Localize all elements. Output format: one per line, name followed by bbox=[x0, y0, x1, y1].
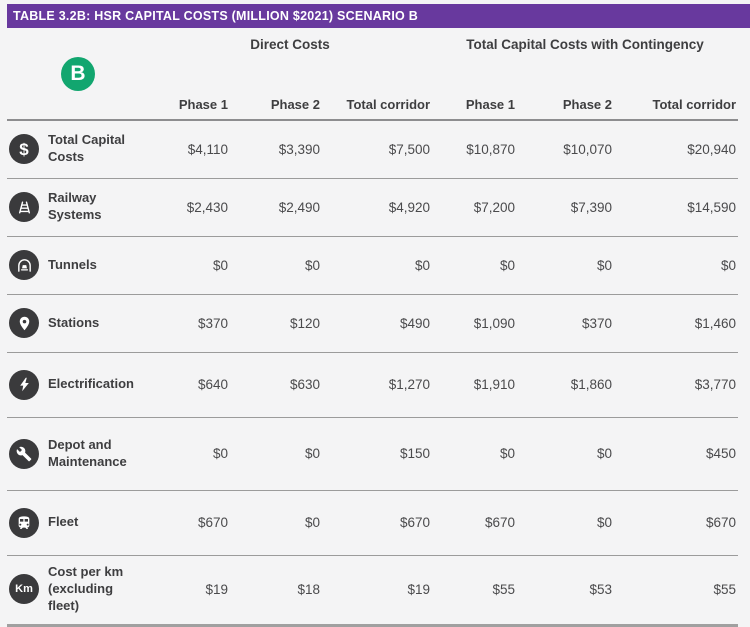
cell-value: $55 bbox=[614, 555, 739, 627]
cell-value: $55 bbox=[432, 555, 518, 627]
group-header-direct-costs: Direct Costs bbox=[250, 37, 330, 52]
cell-value: $1,090 bbox=[432, 294, 518, 353]
cell-value: $670 bbox=[614, 490, 739, 556]
cell-value: $53 bbox=[517, 555, 615, 627]
scenario-b-badge: B bbox=[61, 56, 95, 91]
train-icon bbox=[9, 507, 39, 538]
row-label: Depot and Maintenance bbox=[48, 436, 127, 469]
cell-value: $1,270 bbox=[322, 352, 433, 418]
row-label: Total Capital Costs bbox=[48, 132, 126, 165]
cell-value: $3,390 bbox=[230, 120, 322, 179]
row-label: Fleet bbox=[48, 514, 79, 530]
table-row-electrification: Electrification $640 $630 $1,270 $1,910 … bbox=[7, 352, 739, 418]
row-label: Stations bbox=[48, 314, 100, 330]
cell-value: $0 bbox=[148, 236, 230, 295]
cell-value: $10,870 bbox=[432, 120, 518, 179]
cell-value: $7,500 bbox=[322, 120, 433, 179]
capital-costs-table: B Direct Costs Total Capital Costs with … bbox=[7, 28, 739, 627]
cell-value: $0 bbox=[432, 236, 518, 295]
cell-value: $120 bbox=[230, 294, 322, 353]
table-row-cost-per-km: Km Cost per km (excluding fleet) $19 $18… bbox=[7, 555, 739, 627]
dollar-icon: $ bbox=[9, 134, 39, 165]
cell-value: $4,920 bbox=[322, 178, 433, 237]
map-pin-icon bbox=[9, 308, 39, 338]
cell-value: $490 bbox=[322, 294, 433, 353]
cell-value: $450 bbox=[614, 417, 739, 491]
cell-value: $2,490 bbox=[230, 178, 322, 237]
row-label: Electrification bbox=[48, 376, 134, 392]
cell-value: $18 bbox=[230, 555, 322, 627]
group-header-row: B Direct Costs Total Capital Costs with … bbox=[7, 28, 738, 121]
cell-value: $670 bbox=[432, 490, 518, 556]
cell-value: $2,430 bbox=[148, 178, 230, 237]
wrench-icon bbox=[9, 438, 39, 469]
railway-track-icon bbox=[9, 192, 39, 222]
cell-value: $0 bbox=[230, 417, 322, 491]
table-row-total-capital-costs: $ Total Capital Costs $4,110 $3,390 $7,5… bbox=[7, 120, 739, 179]
cell-value: $370 bbox=[517, 294, 615, 353]
cell-value: $0 bbox=[614, 236, 739, 295]
table-title-bar: TABLE 3.2B: HSR CAPITAL COSTS (MILLION $… bbox=[7, 4, 750, 28]
column-header-direct-phase-1: Phase 1 bbox=[148, 82, 230, 121]
table-row-stations: Stations $370 $120 $490 $1,090 $370 $1,4… bbox=[7, 294, 739, 353]
table-title: TABLE 3.2B: HSR CAPITAL COSTS (MILLION $… bbox=[13, 9, 419, 23]
cell-value: $3,770 bbox=[614, 352, 739, 418]
cell-value: $0 bbox=[432, 417, 518, 491]
cell-value: $630 bbox=[230, 352, 322, 418]
cell-value: $0 bbox=[517, 417, 615, 491]
cell-value: $7,200 bbox=[432, 178, 518, 237]
cell-value: $4,110 bbox=[148, 120, 230, 179]
cell-value: $19 bbox=[322, 555, 433, 627]
cell-value: $0 bbox=[230, 236, 322, 295]
table-row-tunnels: Tunnels $0 $0 $0 $0 $0 $0 bbox=[7, 236, 739, 295]
cell-value: $670 bbox=[322, 490, 433, 556]
cell-value: $0 bbox=[322, 236, 433, 295]
group-header-total-with-contingency: Total Capital Costs with Contingency bbox=[466, 37, 704, 52]
column-header-contingency-total-corridor: Total corridor bbox=[614, 82, 739, 121]
column-header-contingency-phase-1: Phase 1 bbox=[432, 82, 518, 121]
cell-value: $1,460 bbox=[614, 294, 739, 353]
km-badge-icon: Km bbox=[9, 574, 39, 605]
cell-value: $19 bbox=[148, 555, 230, 627]
cell-value: $150 bbox=[322, 417, 433, 491]
column-header-direct-total-corridor: Total corridor bbox=[322, 82, 433, 121]
cell-value: $10,070 bbox=[517, 120, 615, 179]
column-header-direct-phase-2: Phase 2 bbox=[230, 82, 322, 121]
cell-value: $0 bbox=[517, 490, 615, 556]
table-row-fleet: Fleet $670 $0 $670 $670 $0 $670 bbox=[7, 490, 739, 556]
cell-value: $370 bbox=[148, 294, 230, 353]
cell-value: $14,590 bbox=[614, 178, 739, 237]
table-row-depot-and-maintenance: Depot and Maintenance $0 $0 $150 $0 $0 $… bbox=[7, 417, 739, 491]
row-label: Cost per km (excluding fleet) bbox=[48, 564, 124, 613]
cell-value: $20,940 bbox=[614, 120, 739, 179]
cell-value: $7,390 bbox=[517, 178, 615, 237]
row-label: Railway Systems bbox=[48, 190, 102, 222]
cell-value: $0 bbox=[148, 417, 230, 491]
tunnel-icon bbox=[9, 250, 39, 280]
column-header-contingency-phase-2: Phase 2 bbox=[517, 82, 615, 121]
column-header-row: Phase 1 Phase 2 Total corridor Phase 1 P… bbox=[7, 82, 739, 121]
cell-value: $0 bbox=[230, 490, 322, 556]
lightning-bolt-icon bbox=[9, 369, 39, 400]
table-row-railway-systems: Railway Systems $2,430 $2,490 $4,920 $7,… bbox=[7, 178, 739, 237]
cell-value: $670 bbox=[148, 490, 230, 556]
row-label: Tunnels bbox=[48, 256, 97, 272]
logo-cell: B bbox=[7, 28, 148, 121]
cell-value: $0 bbox=[517, 236, 615, 295]
scenario-b-letter: B bbox=[70, 61, 86, 85]
cell-value: $1,860 bbox=[517, 352, 615, 418]
cell-value: $1,910 bbox=[432, 352, 518, 418]
cell-value: $640 bbox=[148, 352, 230, 418]
